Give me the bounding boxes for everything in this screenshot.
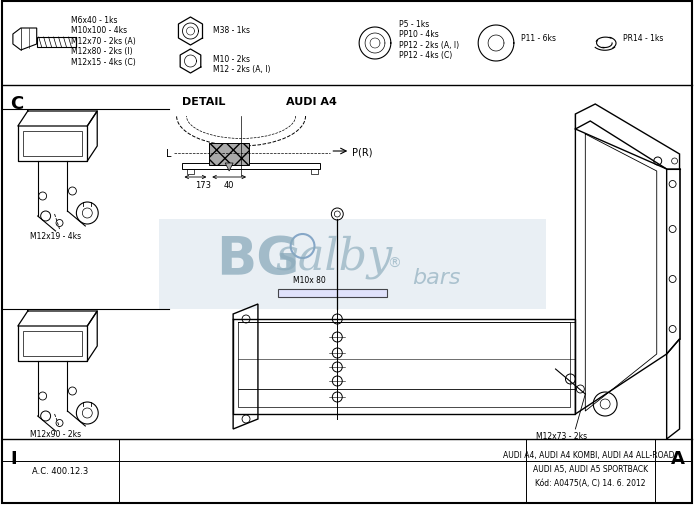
Bar bbox=[278, 289, 387, 297]
Text: M12x90 - 2ks: M12x90 - 2ks bbox=[30, 429, 81, 438]
Text: AUDI A4, AUDI A4 KOMBI, AUDI A4 ALL-ROAD,
AUDI A5, AUDI A5 SPORTBACK
Kód: A0475(: AUDI A4, AUDI A4 KOMBI, AUDI A4 ALL-ROAD… bbox=[503, 450, 677, 487]
Text: I: I bbox=[10, 449, 17, 467]
Text: salby: salby bbox=[276, 235, 393, 278]
Bar bbox=[209, 144, 249, 166]
Bar bbox=[311, 170, 318, 175]
Text: ®: ® bbox=[387, 257, 401, 271]
Polygon shape bbox=[225, 164, 233, 172]
Bar bbox=[181, 164, 321, 170]
Text: A: A bbox=[671, 449, 685, 467]
Text: P11 - 6ks: P11 - 6ks bbox=[521, 33, 556, 42]
Bar bbox=[186, 170, 195, 175]
Text: PR14 - 1ks: PR14 - 1ks bbox=[623, 33, 664, 42]
Text: M10x 80: M10x 80 bbox=[293, 275, 326, 284]
Text: AUDI A4: AUDI A4 bbox=[286, 97, 337, 107]
Text: BG: BG bbox=[216, 233, 300, 285]
Text: 173: 173 bbox=[195, 181, 211, 189]
Text: P5 - 1ks
PP10 - 4ks
PP12 - 2ks (A, I)
PP12 - 4ks (C): P5 - 1ks PP10 - 4ks PP12 - 2ks (A, I) PP… bbox=[399, 20, 459, 60]
Text: P(R): P(R) bbox=[352, 147, 372, 157]
Text: DETAIL: DETAIL bbox=[181, 97, 225, 107]
Text: M12x19 - 4ks: M12x19 - 4ks bbox=[30, 231, 81, 240]
Text: L: L bbox=[166, 148, 172, 159]
Bar bbox=[23, 331, 83, 357]
Text: M12x73 - 2ks: M12x73 - 2ks bbox=[536, 431, 587, 440]
Bar bbox=[159, 220, 545, 310]
Text: A.C. 400.12.3: A.C. 400.12.3 bbox=[32, 467, 89, 476]
Bar bbox=[23, 132, 83, 157]
Text: bars: bars bbox=[412, 268, 460, 287]
Bar bbox=[36, 38, 76, 48]
Text: M6x40 - 1ks
M10x100 - 4ks
M12x70 - 2ks (A)
M12x80 - 2ks (I)
M12x15 - 4ks (C): M6x40 - 1ks M10x100 - 4ks M12x70 - 2ks (… bbox=[71, 16, 136, 67]
Text: C: C bbox=[10, 95, 23, 113]
Text: M10 - 2ks
M12 - 2ks (A, I): M10 - 2ks M12 - 2ks (A, I) bbox=[214, 55, 271, 74]
Text: 40: 40 bbox=[224, 181, 234, 189]
Text: M38 - 1ks: M38 - 1ks bbox=[214, 26, 251, 35]
